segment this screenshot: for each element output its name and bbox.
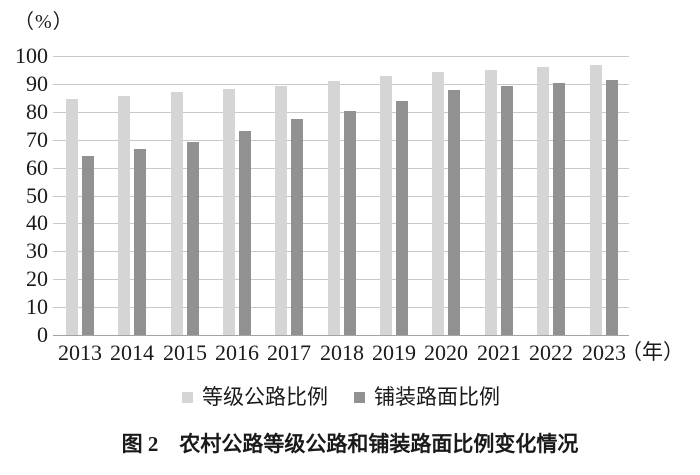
figure-caption: 图 2 农村公路等级公路和铺装路面比例变化情况	[121, 432, 579, 456]
y-tick-90: 90	[26, 71, 48, 96]
graded-road-bar-2014	[118, 96, 130, 335]
graded-road-bar-2013	[66, 99, 78, 335]
legend: 等级公路比例 铺装路面比例	[53, 385, 629, 409]
graded-road-bar-2019	[380, 76, 392, 335]
x-tick-2013: 2013	[58, 340, 102, 365]
legend-item-graded-road: 等级公路比例	[182, 385, 328, 409]
paved-road-bar-2014	[134, 149, 146, 335]
x-axis-line	[53, 335, 629, 336]
y-tick-70: 70	[26, 127, 48, 152]
paved-road-bar-2022	[553, 83, 565, 335]
x-tick-2017: 2017	[267, 340, 311, 365]
gridline-70	[53, 140, 629, 141]
paved-road-bar-2015	[187, 142, 199, 335]
x-tick-2022: 2022	[529, 340, 573, 365]
paved-road-bar-2013	[82, 156, 94, 335]
paved-road-bar-2016	[239, 131, 251, 335]
y-tick-10: 10	[26, 294, 48, 319]
y-tick-50: 50	[26, 183, 48, 208]
graded-road-bar-2023	[590, 65, 602, 335]
gridline-80	[53, 112, 629, 113]
gridline-10	[53, 307, 629, 308]
gridline-40	[53, 223, 629, 224]
graded-road-bar-2022	[537, 67, 549, 335]
y-tick-40: 40	[26, 210, 48, 235]
y-tick-20: 20	[26, 266, 48, 291]
y-tick-100: 100	[15, 43, 48, 68]
gridline-100	[53, 56, 629, 57]
paved-road-bar-2019	[396, 101, 408, 335]
x-tick-2015: 2015	[163, 340, 207, 365]
x-tick-2018: 2018	[320, 340, 364, 365]
y-tick-60: 60	[26, 155, 48, 180]
paved-road-bar-2021	[501, 86, 513, 335]
graded-road-bar-2017	[275, 86, 287, 335]
legend-swatch-paved-road	[354, 391, 365, 403]
paved-road-bar-2023	[606, 80, 618, 335]
gridline-20	[53, 279, 629, 280]
legend-label-graded-road: 等级公路比例	[202, 385, 328, 409]
legend-swatch-graded-road	[182, 391, 193, 403]
gridline-30	[53, 251, 629, 252]
graded-road-bar-2015	[171, 92, 183, 335]
graded-road-bar-2020	[432, 72, 444, 335]
x-tick-2019: 2019	[372, 340, 416, 365]
graded-road-bar-2016	[223, 89, 235, 335]
gridline-50	[53, 196, 629, 197]
y-axis-unit-label: （%）	[14, 11, 74, 33]
x-tick-2021: 2021	[477, 340, 521, 365]
graded-road-bar-2021	[485, 70, 497, 335]
gridline-60	[53, 168, 629, 169]
x-tick-2020: 2020	[424, 340, 468, 365]
legend-label-paved-road: 铺装路面比例	[374, 385, 500, 409]
y-tick-30: 30	[26, 238, 48, 263]
y-tick-0: 0	[37, 322, 48, 347]
graded-road-bar-2018	[328, 81, 340, 335]
y-tick-80: 80	[26, 99, 48, 124]
paved-road-bar-2020	[448, 90, 460, 335]
gridline-90	[53, 84, 629, 85]
legend-item-paved-road: 铺装路面比例	[354, 385, 500, 409]
x-tick-2016: 2016	[215, 340, 259, 365]
x-tick-2014: 2014	[110, 340, 154, 365]
x-tick-2023: 2023	[582, 340, 626, 365]
paved-road-bar-2018	[344, 111, 356, 335]
x-axis-unit-label: （年）	[621, 340, 684, 364]
paved-road-bar-2017	[291, 119, 303, 335]
